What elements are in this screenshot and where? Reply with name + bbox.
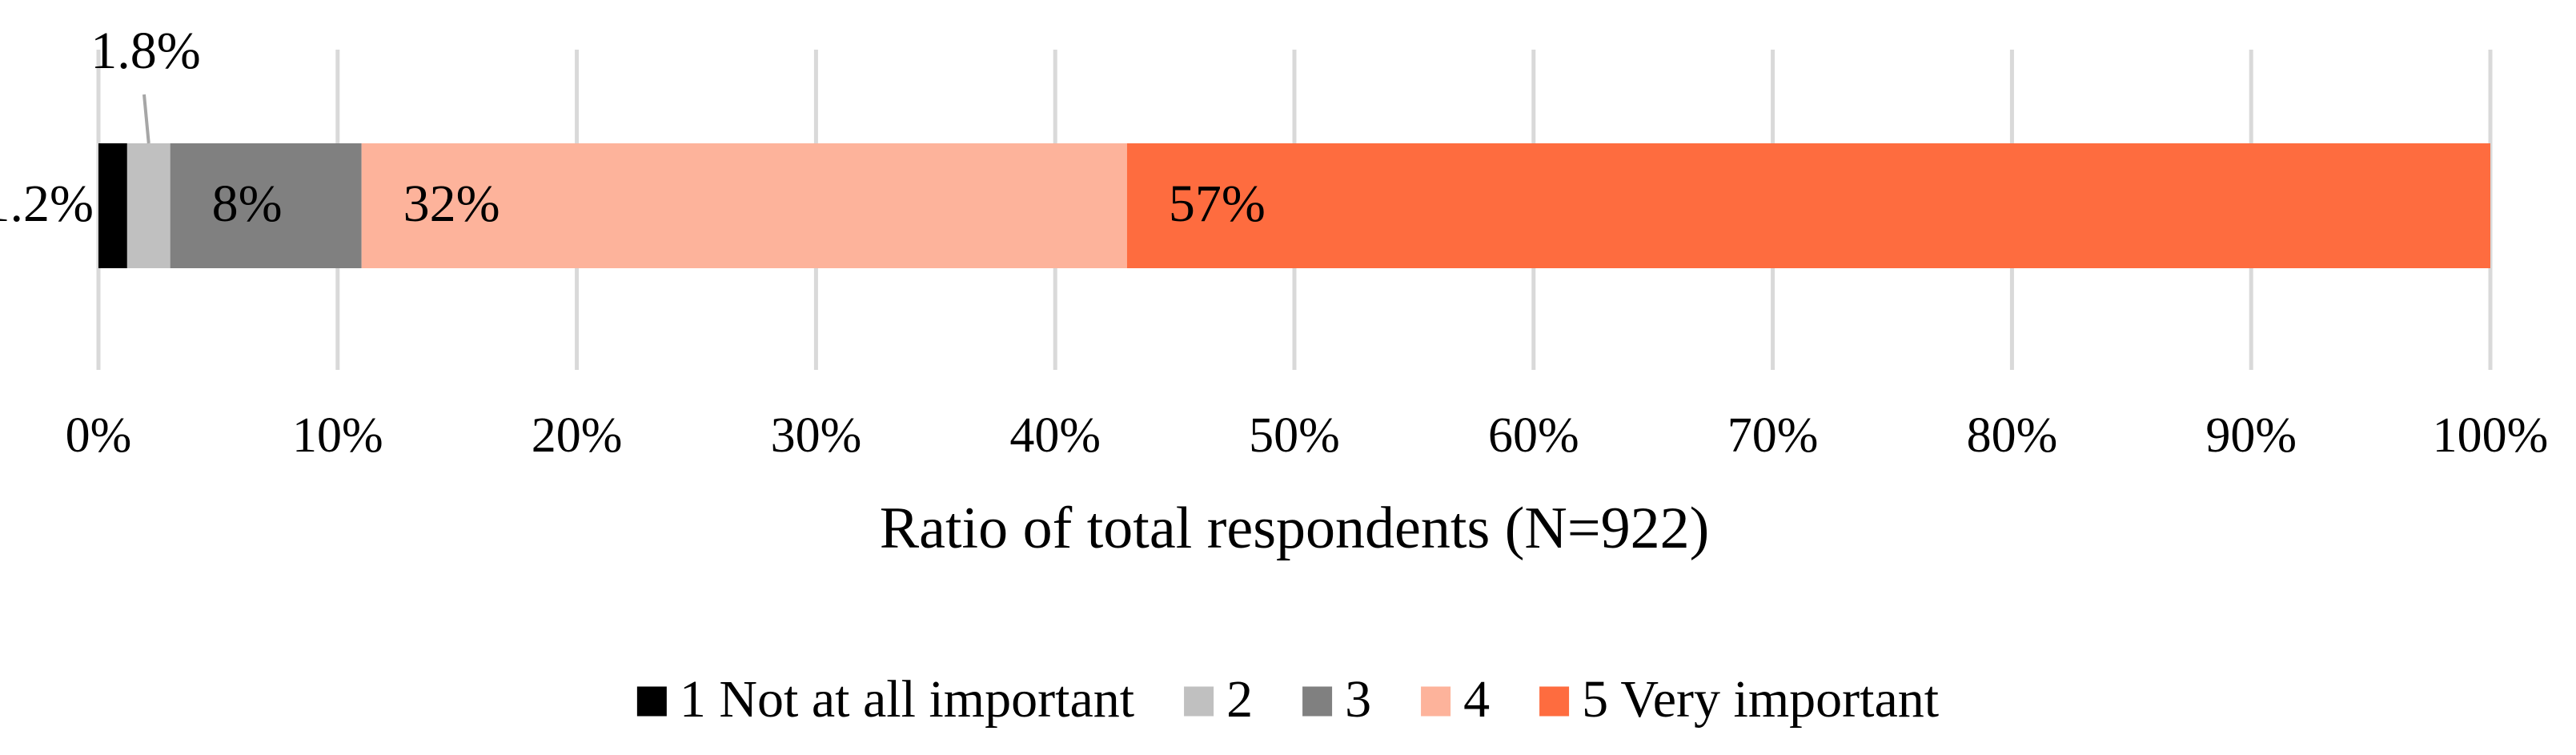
x-tick-label: 60% [1488, 408, 1579, 463]
x-tick-label: 20% [532, 408, 623, 463]
x-axis-title: Ratio of total respondents (N=922) [880, 496, 1709, 561]
bar-segment [1126, 143, 2490, 268]
x-tick-label: 10% [292, 408, 383, 463]
legend-swatch [1184, 686, 1214, 717]
x-tick-label: 80% [1967, 408, 2058, 463]
x-tick-label: 40% [1009, 408, 1101, 463]
data-label: 8% [212, 175, 283, 233]
data-label: 1.2% [0, 175, 94, 233]
legend-label: 5 Very important [1582, 670, 1939, 729]
legend-label: 2 [1226, 670, 1253, 729]
bar-segment [361, 143, 1127, 268]
x-tick-label: 100% [2433, 408, 2549, 463]
x-tick-label: 90% [2205, 408, 2297, 463]
data-label: 1.8% [90, 22, 200, 80]
data-label: 32% [403, 175, 500, 233]
x-tick-label: 0% [66, 408, 132, 463]
bar-segment [170, 143, 362, 268]
x-tick-label: 70% [1727, 408, 1819, 463]
x-tick-label: 50% [1249, 408, 1340, 463]
legend-swatch [636, 686, 667, 717]
legend-label: 4 [1463, 670, 1490, 729]
bar-segment [126, 143, 171, 268]
bar-segment [98, 143, 127, 268]
leader-line [142, 94, 150, 144]
legend-swatch [1421, 686, 1451, 717]
legend-swatch [1302, 686, 1333, 717]
legend-label: 1 Not at all important [680, 670, 1134, 729]
legend-swatch [1539, 686, 1570, 717]
legend-label: 3 [1345, 670, 1371, 729]
data-label: 57% [1169, 175, 1266, 233]
x-tick-label: 30% [771, 408, 862, 463]
